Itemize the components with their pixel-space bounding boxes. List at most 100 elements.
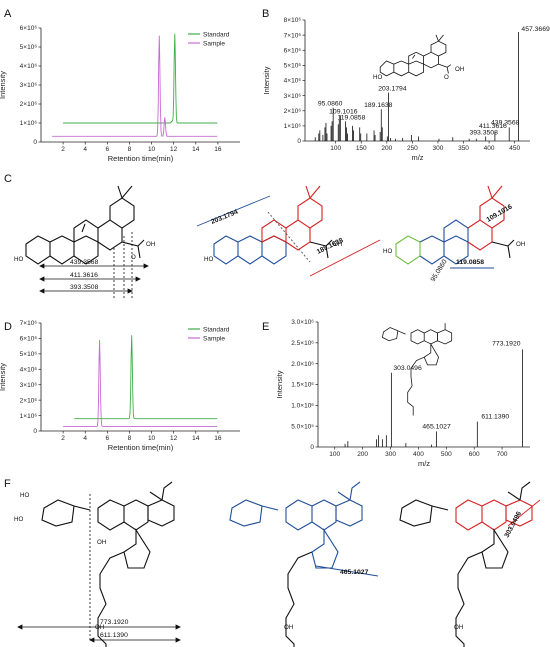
chartB-peak-label: 189.1638 xyxy=(364,102,393,109)
chartD-x-tick-label: 2 xyxy=(61,435,65,442)
f1-oh-label: OH xyxy=(97,539,106,546)
f1-oh-bottom-label: OH xyxy=(95,624,104,631)
chartA-y-tick-label: 1×10⁶ xyxy=(20,120,38,127)
chartB-x-tick-label: 450 xyxy=(509,145,520,152)
panel-f: F HO HO OH OH 773.1920 611.1390 xyxy=(4,478,541,647)
chartE-x-tick-label: 300 xyxy=(385,451,396,458)
chartE-x-tick-label: 400 xyxy=(413,451,424,458)
chartB-x-tick-label: 300 xyxy=(433,145,444,152)
chartA-y-axis-label: Intensity xyxy=(0,71,7,99)
chartD-x-tick-label: 10 xyxy=(148,435,156,442)
f3-oh-bottom-label: OH xyxy=(454,624,463,631)
chartB-x-tick-label: 100 xyxy=(330,145,341,152)
panel-c: C HO OH O 439.3568 411.3616 393.3508 xyxy=(4,173,525,300)
fragment-465-line xyxy=(315,565,379,577)
chartA-y-tick-label: 2×10⁶ xyxy=(20,101,38,108)
chartB-y-tick-label: 0 xyxy=(297,138,301,145)
inset-o-label: O xyxy=(444,74,449,81)
c2-ho-label: HO xyxy=(204,256,213,263)
panel-letter-f: F xyxy=(4,478,11,490)
chartA-x-tick-label: 2 xyxy=(61,146,65,153)
chartE-y-tick-label: 5.0×10⁵ xyxy=(291,423,314,430)
chartD-y-tick-label: 3×10⁶ xyxy=(20,382,38,389)
fragment-611: 611.1390 xyxy=(100,632,128,639)
chartE-peak-label: 773.1920 xyxy=(492,340,521,347)
chartD-x-tick-label: 8 xyxy=(128,435,132,442)
panel-letter-b: B xyxy=(262,8,269,20)
chartD-legend-label: Sample xyxy=(203,335,225,342)
chartD-x-tick-label: 4 xyxy=(83,435,87,442)
chartB-peak-label: 203.1794 xyxy=(378,86,407,93)
chartB-peak-label: 411.3616 xyxy=(479,123,507,130)
fragment-465: 465.1027 xyxy=(340,569,369,576)
chartE-x-axis-label: m/z xyxy=(418,459,430,468)
chartA-y-tick-label: 6×10⁶ xyxy=(20,25,38,32)
c1-oh-label: OH xyxy=(146,241,155,248)
chartE-x-tick-label: 600 xyxy=(469,451,480,458)
chartB-y-tick-label: 7×10⁶ xyxy=(284,32,302,39)
chartA-y-tick-label: 3×10⁶ xyxy=(20,82,38,89)
panel-letter-d: D xyxy=(4,321,12,333)
chartB-x-tick-label: 250 xyxy=(407,145,418,152)
chartB-y-tick-label: 5×10⁶ xyxy=(284,63,302,70)
c2-oh-label: OH xyxy=(333,241,342,248)
fragment-lines-c2 xyxy=(196,195,381,277)
chartD-y-tick-label: 4×10⁶ xyxy=(20,366,38,373)
chartD-series-standard xyxy=(74,335,218,420)
fragment-203: 203.1794 xyxy=(210,209,239,226)
f1-ho-label-1: HO xyxy=(20,492,29,499)
chartB-y-tick-label: 6×10⁶ xyxy=(284,47,302,54)
panel-letter-a: A xyxy=(4,8,12,20)
fragment-773: 773.1920 xyxy=(100,619,129,626)
c1-o-label: O xyxy=(131,254,136,261)
chartE-y-axis-label: Intensity xyxy=(275,370,284,398)
chartB-peak-label: 393.3508 xyxy=(470,129,499,136)
chartD-series-sample xyxy=(63,339,218,427)
chartB-y-tick-label: 1×10⁶ xyxy=(284,123,302,130)
chart-d: 2 4 6 8 10 12 14 16 0 1×10⁶ 2×10⁶ 3×10⁶ 4×10⁶ 5×10⁶ 6×… xyxy=(0,320,240,452)
chartB-x-tick-label: 150 xyxy=(356,145,367,152)
fragment-119: 119.0858 xyxy=(456,259,484,266)
chartD-y-tick-label: 0 xyxy=(33,428,37,435)
chartE-y-tick-label: 1.5×10⁶ xyxy=(291,382,314,389)
chart-e: 100 200 300 400 500 600 700 0 5.0×10⁵ 1.0×10⁶ 1.5×… xyxy=(275,319,530,468)
f2-oh-bottom-label: OH xyxy=(284,624,293,631)
chartB-y-tick-label: 3×10⁶ xyxy=(284,93,302,100)
c3-ho-label: HO xyxy=(383,248,392,255)
chartE-y-tick-label: 0 xyxy=(310,444,314,451)
chart-b: 100 150 200 250 300 350 400 450 0 1×10⁶ 2×10⁶ 3×10⁶… xyxy=(262,17,550,162)
structure-f2 xyxy=(229,481,363,647)
chartA-x-tick-label: 4 xyxy=(83,146,87,153)
chartA-x-tick-label: 8 xyxy=(128,146,132,153)
structure-f3 xyxy=(399,481,533,647)
fragment-arrows-f1 xyxy=(17,494,181,643)
chartA-series-sample xyxy=(52,35,218,137)
chartB-x-axis-label: m/z xyxy=(411,153,423,162)
fragment-439: 439.3568 xyxy=(70,259,99,266)
chartA-series-standard xyxy=(63,33,218,124)
flavonoid-structure-inset xyxy=(381,323,453,416)
panel-b: B 100 150 200 250 300 350 400 450 0 1×10⁶ 2×10⁶ 3×1… xyxy=(262,8,550,162)
chartE-peak-label: 465.1027 xyxy=(422,423,451,430)
c3-oh-label: OH xyxy=(516,241,525,248)
panel-d: D 2 4 6 8 10 12 14 16 0 1×10⁶ 2×10⁶ 3×10⁶ 4×10⁶ 5×10⁶… xyxy=(0,320,240,452)
fragment-arrows-c1 xyxy=(39,232,149,300)
structure-c3 xyxy=(395,185,515,265)
chartD-y-tick-label: 2×10⁶ xyxy=(20,397,38,404)
chartD-x-tick-label: 6 xyxy=(106,435,110,442)
chartE-x-tick-label: 500 xyxy=(441,451,452,458)
f1-ho-label-2: HO xyxy=(14,516,23,523)
panel-letter-c: C xyxy=(4,173,12,185)
chartB-x-tick-label: 400 xyxy=(484,145,495,152)
chartB-peak-label: 109.1016 xyxy=(329,108,358,115)
chartA-x-tick-label: 16 xyxy=(214,146,222,153)
chartA-x-tick-label: 10 xyxy=(148,146,156,153)
chartD-y-tick-label: 1×10⁶ xyxy=(20,413,38,420)
chartB-y-axis-label: Intensity xyxy=(262,66,271,94)
chartD-x-tick-label: 16 xyxy=(214,435,222,442)
chartA-x-tick-label: 12 xyxy=(170,146,178,153)
chartD-legend-label: Standard xyxy=(203,326,230,333)
fragment-411: 411.3616 xyxy=(70,272,98,279)
chartA-x-tick-label: 6 xyxy=(106,146,110,153)
